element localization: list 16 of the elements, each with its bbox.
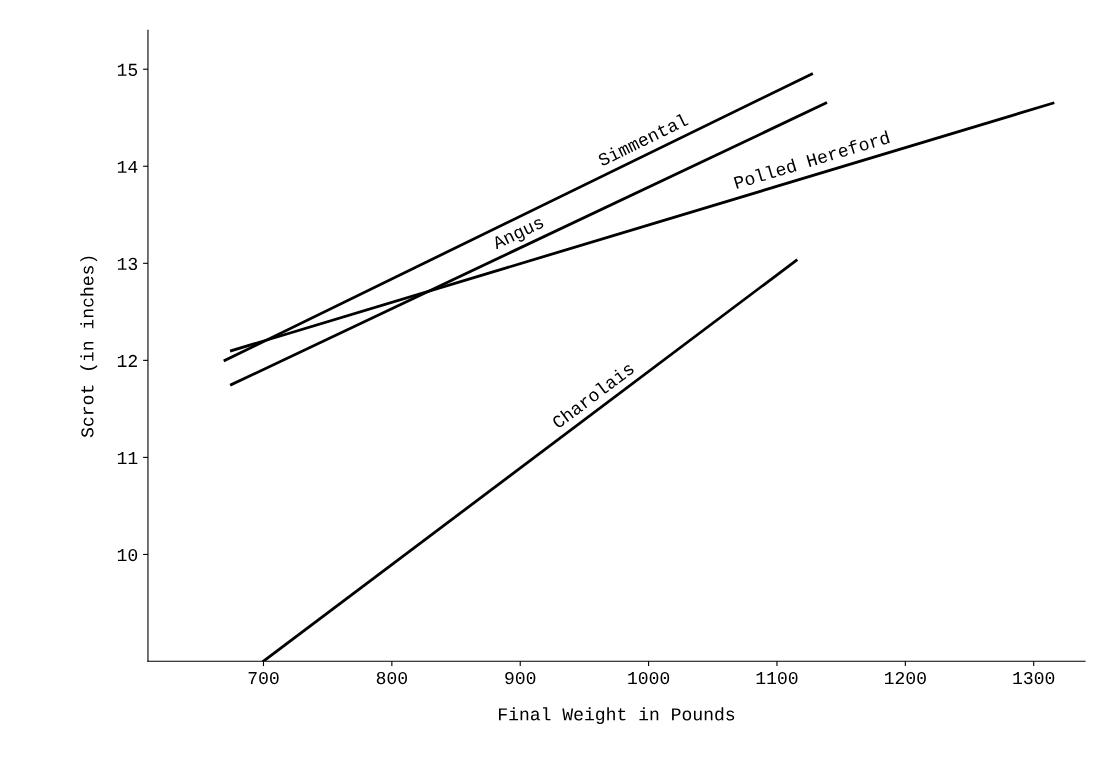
x-tick-label: 700 — [248, 671, 279, 685]
y-axis-title: Scrot (in inches) — [80, 256, 98, 438]
y-tick-label: 14 — [117, 160, 138, 173]
y-tick-label: 11 — [117, 452, 138, 464]
x-tick-label: 900 — [505, 671, 536, 685]
y-tick-label: 10 — [117, 548, 138, 562]
x-tick-label: 1200 — [884, 671, 926, 685]
y-tick-label: 15 — [117, 63, 138, 76]
x-tick-label: 1100 — [756, 671, 798, 685]
text: Angus — [491, 216, 546, 253]
x-axis-title: Final Weight in Pounds — [499, 707, 735, 725]
x-tick-label: 1000 — [628, 671, 670, 685]
y-tick-label: 13 — [117, 257, 138, 271]
x-tick-label: 800 — [376, 671, 407, 685]
x-tick-label: 1300 — [1013, 671, 1055, 685]
y-tick-label: 12 — [117, 354, 137, 367]
